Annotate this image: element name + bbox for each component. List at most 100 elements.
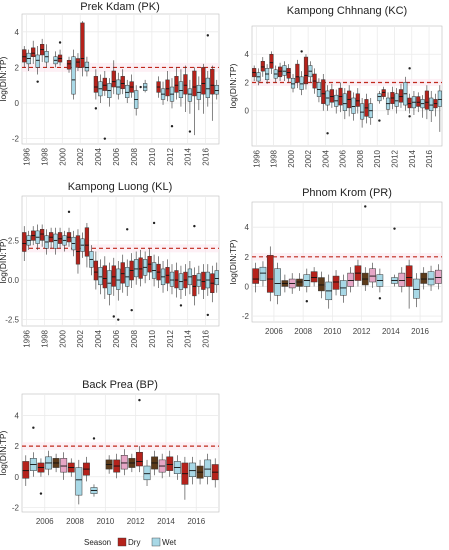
outlier-point	[188, 130, 192, 133]
y-tick-label: 4	[245, 223, 250, 232]
box-wet	[35, 54, 40, 68]
y-tick-label: 0	[15, 99, 20, 108]
x-tick-label: 2016	[411, 327, 429, 336]
box-dry	[31, 47, 36, 57]
x-tick-label: 2016	[187, 517, 205, 526]
box-wet	[427, 271, 435, 286]
x-tick-label: 1998	[270, 149, 279, 167]
box-wet	[125, 84, 130, 98]
box-alt	[420, 272, 428, 284]
box-dry	[57, 232, 63, 244]
box-dry	[183, 74, 188, 95]
box-wet	[342, 93, 347, 111]
y-tick-label: -2.5	[5, 316, 19, 325]
outlier-point	[193, 224, 196, 228]
box-dry	[93, 76, 99, 93]
outlier-point	[152, 221, 156, 225]
x-tick-label: 2010	[148, 329, 157, 347]
box-dry	[66, 60, 72, 70]
box-alt2	[60, 458, 68, 473]
x-tick-label: 2006	[339, 149, 348, 167]
legend: Season Dry Wet	[84, 537, 177, 547]
outlier-point	[139, 85, 142, 89]
y-tick-label: 0	[15, 473, 20, 482]
box-alt	[318, 277, 325, 292]
box-wet	[204, 459, 212, 478]
outlier-point	[112, 315, 115, 318]
plot-area	[21, 195, 220, 327]
box-wet	[116, 268, 121, 290]
box-dry	[407, 97, 412, 109]
outlier-point	[378, 297, 382, 300]
box-wet	[178, 81, 184, 98]
x-tick-label: 2004	[94, 147, 103, 165]
y-tick-label: 4	[15, 28, 20, 37]
box-wet	[53, 233, 58, 249]
x-tick-label: 2008	[66, 517, 84, 526]
box-dry	[310, 271, 318, 283]
box-wet	[214, 84, 219, 95]
box-dry	[266, 255, 274, 293]
x-tick-label: 1998	[40, 329, 49, 347]
box-dry	[210, 68, 215, 95]
chart-panel-4: Phnom Krom (PR) log(DIN:TP) -2 0 2 4 2006 2008 2…	[228, 187, 443, 336]
box-dry	[136, 451, 143, 467]
outlier-point	[326, 132, 329, 135]
box-dry	[252, 268, 259, 284]
box-dry	[93, 260, 99, 281]
panel-title: Kampong Chhnang (KC)	[287, 5, 407, 17]
box-dry	[120, 262, 125, 284]
outlier-point	[130, 308, 133, 312]
y-tick-label: -2	[12, 135, 20, 144]
outlier-point	[58, 41, 62, 44]
x-tick-label: 2000	[58, 147, 67, 165]
plot-area	[251, 201, 443, 323]
y-axis-label: log(DIN:TP)	[0, 56, 8, 101]
box-dry	[424, 90, 429, 110]
box-dry	[416, 96, 421, 107]
box-dry	[192, 275, 197, 297]
box-dry	[398, 89, 404, 103]
box-dry	[278, 66, 283, 78]
x-tick-label: 2008	[130, 147, 139, 165]
box-dry	[355, 93, 360, 107]
box-dry	[295, 63, 300, 83]
x-tick-label: 2006	[36, 517, 54, 526]
x-tick-label: 2012	[166, 329, 175, 347]
x-tick-label: 2010	[148, 147, 157, 165]
x-tick-label: 2012	[353, 327, 371, 336]
x-tick-label: 2014	[382, 327, 400, 336]
box-dry	[174, 76, 179, 93]
outlier-point	[117, 318, 120, 321]
outlier-point	[126, 228, 129, 231]
box-alt2	[347, 272, 354, 287]
x-tick-label: 2012	[166, 147, 175, 165]
outlier-point	[170, 124, 174, 128]
x-tick-label: 2006	[265, 327, 283, 336]
y-tick-label: 2	[15, 63, 20, 72]
x-tick-label: 2014	[184, 147, 193, 165]
y-axis-label: log(DIN:TP)	[228, 239, 238, 284]
box-dry	[303, 56, 309, 85]
box-dry	[120, 76, 125, 90]
box-dry	[111, 265, 116, 287]
box-wet	[75, 467, 83, 496]
outlier-point	[393, 227, 396, 230]
y-axis-label: log(DIN:TP)	[0, 238, 8, 283]
box-wet	[71, 56, 76, 95]
x-tick-label: 1996	[22, 329, 31, 347]
x-tick-label: 2010	[323, 327, 341, 336]
box-dry	[80, 22, 85, 68]
box-dry	[75, 235, 81, 265]
box-wet	[413, 278, 420, 299]
box-dry	[84, 227, 90, 257]
chart-panel-2: Kampong Chhnang (KC) log(DIN:TP) 0 2 4 1996 19…	[228, 5, 443, 168]
y-axis-label: log(DIN:TP)	[0, 430, 8, 475]
x-tick-label: 2016	[202, 147, 211, 165]
box-dry	[201, 271, 206, 290]
x-tick-label: 1996	[22, 147, 31, 165]
legend-swatch-wet	[151, 537, 161, 547]
outlier-point	[179, 304, 183, 307]
box-alt2	[398, 272, 406, 287]
